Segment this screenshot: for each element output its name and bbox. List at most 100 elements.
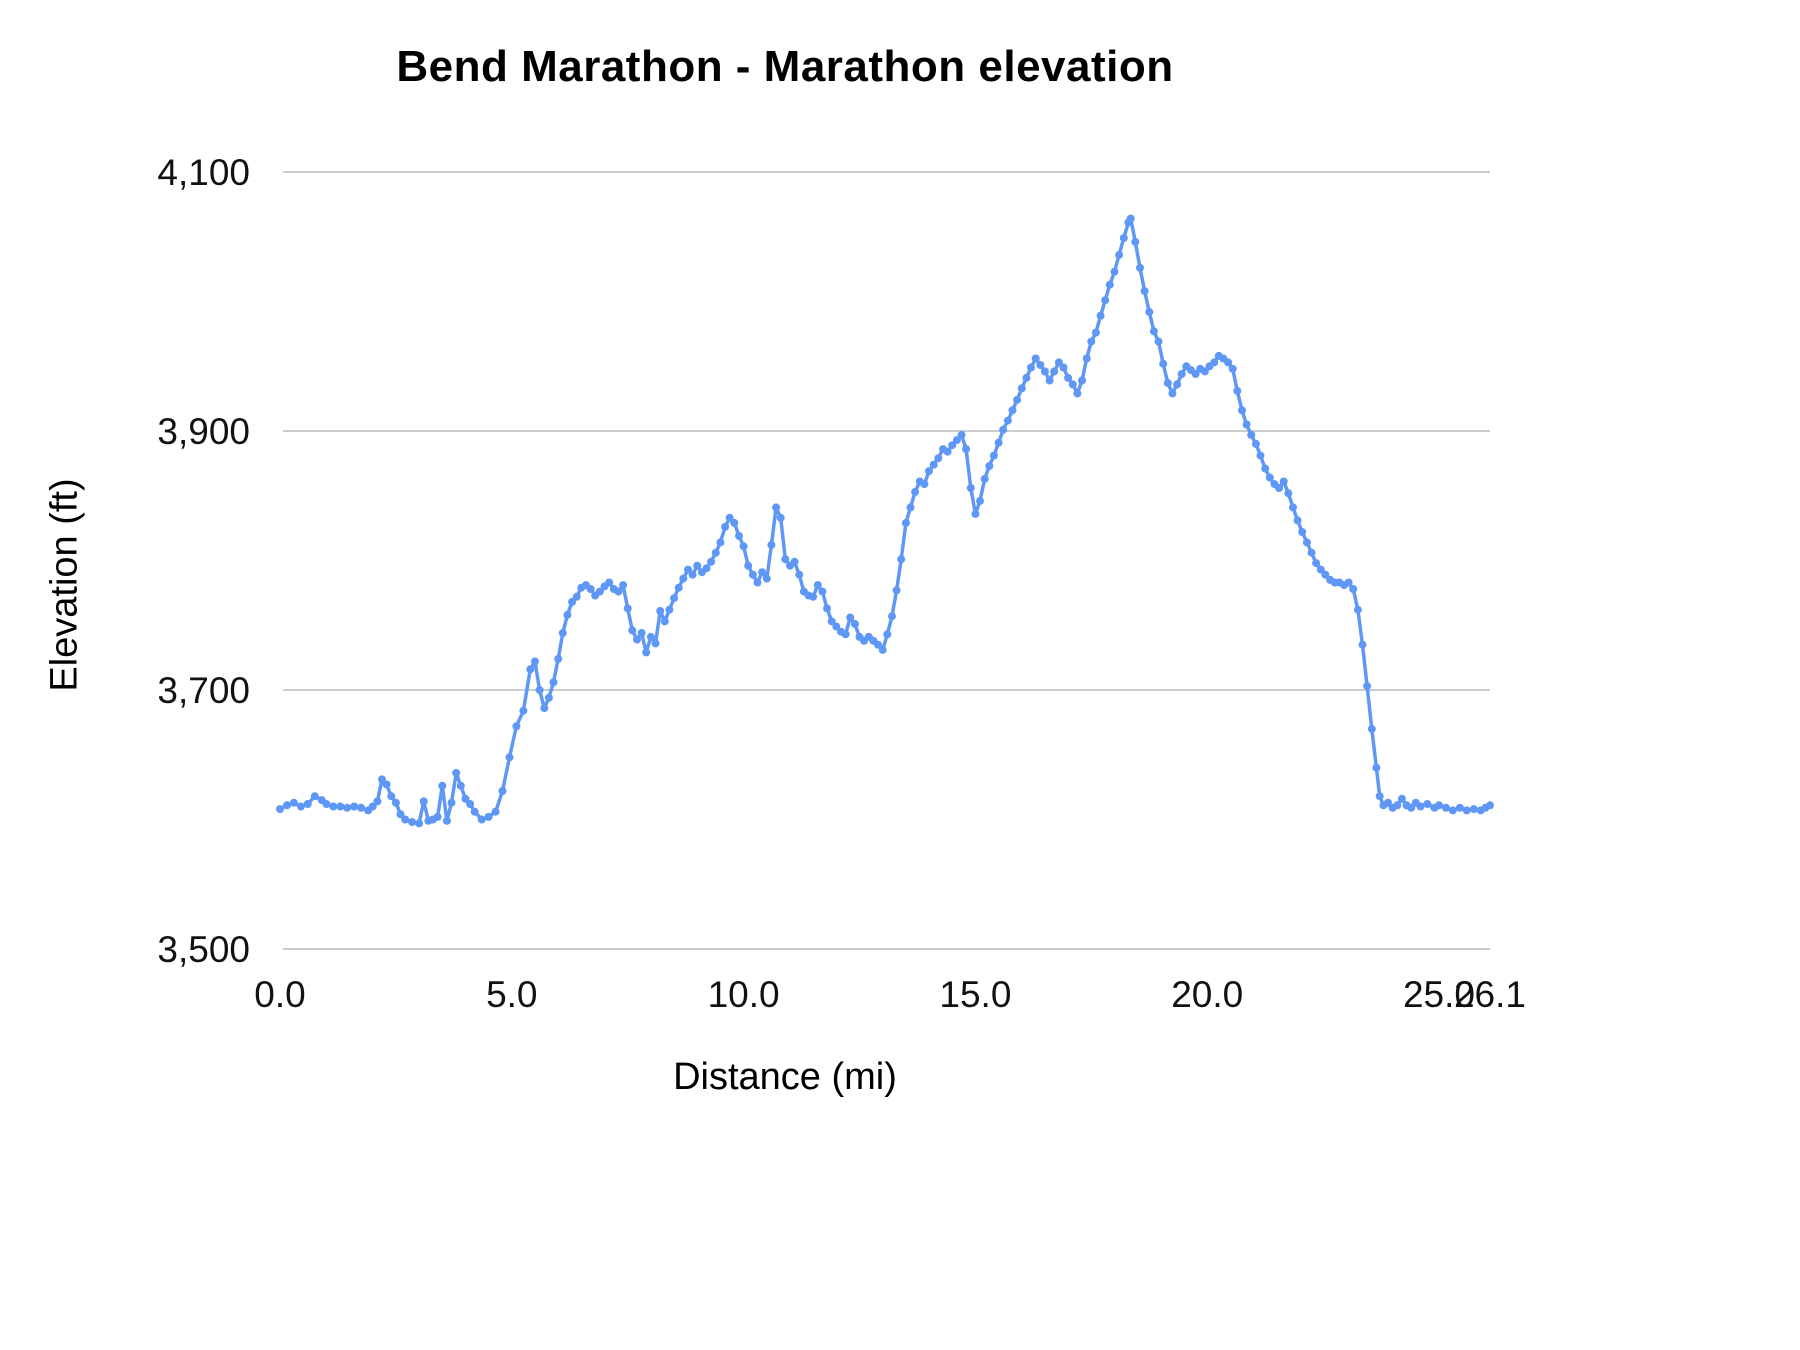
data-point	[1344, 578, 1353, 587]
data-point	[1017, 384, 1026, 393]
data-point	[976, 496, 984, 505]
data-point	[1136, 263, 1144, 272]
data-point	[357, 803, 366, 812]
data-point	[934, 454, 943, 463]
data-point	[674, 583, 683, 592]
data-point	[952, 436, 961, 445]
data-point	[1284, 489, 1293, 498]
y-tick-label: 3,500	[157, 929, 250, 970]
data-point	[350, 802, 359, 811]
data-point	[391, 798, 400, 807]
data-point	[1101, 296, 1110, 305]
data-point	[1200, 367, 1209, 376]
x-tick-label: 26.1	[1454, 974, 1526, 1015]
data-point	[343, 803, 352, 812]
data-point	[1407, 803, 1416, 812]
data-point	[554, 654, 563, 663]
data-point	[730, 518, 739, 527]
data-point	[1416, 802, 1425, 811]
data-point	[303, 800, 312, 808]
data-point	[1168, 389, 1177, 398]
data-point	[378, 775, 386, 784]
data-point	[1302, 538, 1311, 547]
data-point	[540, 704, 549, 713]
x-tick-label: 0.0	[254, 974, 305, 1015]
data-point	[628, 626, 637, 635]
data-point	[1367, 724, 1376, 733]
data-point	[1022, 373, 1031, 382]
data-point	[549, 678, 558, 687]
data-point	[322, 800, 331, 808]
data-point	[382, 780, 391, 789]
data-point	[1115, 250, 1124, 259]
data-point	[1469, 805, 1478, 814]
data-point	[1242, 420, 1251, 429]
data-point	[408, 818, 417, 827]
data-point	[1054, 358, 1063, 367]
data-point	[619, 581, 628, 590]
data-point	[387, 792, 396, 801]
data-point	[1289, 503, 1297, 512]
data-point	[684, 565, 692, 574]
data-point	[415, 819, 424, 828]
data-point	[477, 815, 486, 824]
data-point	[813, 581, 822, 590]
data-point	[572, 592, 581, 601]
data-point	[1312, 559, 1321, 568]
data-point	[419, 797, 428, 806]
data-point	[633, 635, 641, 644]
data-point	[1082, 354, 1091, 363]
data-point	[456, 781, 465, 790]
data-point	[519, 706, 528, 715]
data-point	[1279, 477, 1288, 486]
data-point	[827, 617, 836, 626]
data-point	[711, 548, 720, 557]
data-point	[1145, 307, 1154, 316]
data-point	[725, 513, 734, 522]
data-point	[980, 474, 989, 483]
data-point	[957, 430, 966, 439]
data-point	[276, 805, 284, 814]
data-point	[512, 722, 521, 731]
data-point	[1140, 287, 1149, 296]
data-point	[878, 645, 887, 654]
data-point	[883, 630, 892, 639]
data-point	[971, 509, 980, 518]
data-point	[906, 503, 915, 512]
data-point	[1442, 803, 1450, 812]
data-point	[999, 425, 1008, 434]
data-point	[735, 531, 743, 540]
data-point	[925, 467, 933, 476]
data-point	[461, 794, 470, 803]
data-point	[901, 518, 910, 527]
data-point	[1126, 214, 1135, 223]
data-point	[1131, 237, 1140, 246]
x-tick-label: 15.0	[939, 974, 1011, 1015]
data-point	[989, 451, 998, 460]
data-point	[693, 561, 702, 570]
data-point	[1455, 803, 1464, 812]
data-point	[433, 812, 442, 821]
data-point	[544, 693, 553, 702]
data-point	[1013, 395, 1022, 404]
data-point	[614, 587, 623, 596]
data-point	[1448, 806, 1457, 815]
data-point	[1298, 528, 1307, 536]
data-point	[1163, 379, 1172, 388]
data-point	[790, 557, 799, 566]
data-point	[702, 564, 711, 573]
data-point	[535, 686, 544, 694]
data-point	[466, 800, 475, 808]
data-point	[656, 607, 665, 615]
x-axis-title: Distance (mi)	[673, 1056, 897, 1098]
data-point	[739, 542, 748, 551]
data-point	[776, 513, 785, 522]
data-point	[929, 460, 938, 469]
data-point	[1027, 363, 1035, 372]
data-point	[1423, 800, 1432, 808]
data-point	[1096, 311, 1105, 320]
data-point	[1110, 267, 1119, 276]
data-point	[401, 815, 410, 824]
data-point	[1321, 570, 1330, 579]
